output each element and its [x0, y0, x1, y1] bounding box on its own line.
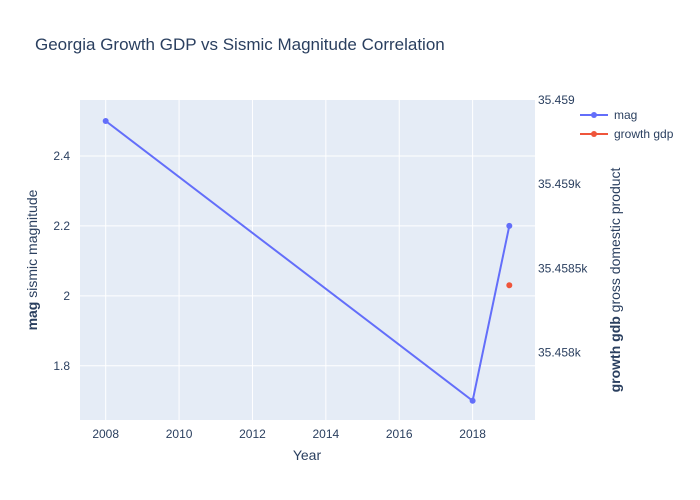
- y-axis-label-rest: sismic magnitude: [24, 189, 40, 301]
- x-tick-label: 2012: [239, 427, 266, 441]
- legend-swatch-marker: [591, 131, 597, 137]
- y2-axis-ticks: 35.458k 35.4585k 35.459k 35.459: [538, 93, 588, 360]
- y-tick-label: 2.4: [53, 149, 70, 163]
- y-axis-label-bold: mag: [24, 302, 40, 331]
- legend-label: mag: [614, 108, 637, 122]
- y2-axis-label: growth gdb gross domestic product: [607, 167, 623, 392]
- data-point-mag: [506, 222, 513, 229]
- x-axis-label: Year: [293, 447, 322, 463]
- x-tick-label: 2018: [459, 427, 486, 441]
- data-point-mag: [469, 397, 476, 404]
- chart-title: Georgia Growth GDP vs Sismic Magnitude C…: [35, 35, 445, 54]
- legend-item-mag[interactable]: mag: [580, 108, 637, 122]
- grid: [80, 100, 535, 420]
- x-tick-label: 2010: [166, 427, 193, 441]
- legend[interactable]: mag growth gdp: [580, 108, 674, 141]
- x-tick-label: 2008: [92, 427, 119, 441]
- data-point-growth-gdp: [506, 282, 513, 289]
- y-axis-label: mag sismic magnitude: [24, 189, 40, 330]
- y2-axis-label-rest: gross domestic product: [607, 167, 623, 316]
- y-axis-ticks: 1.8 2 2.2 2.4: [53, 149, 70, 373]
- y2-tick-label: 35.4585k: [538, 261, 588, 275]
- series-layer: [102, 117, 513, 404]
- legend-item-growth-gdp[interactable]: growth gdp: [580, 127, 674, 141]
- y2-tick-label: 35.458k: [538, 346, 582, 360]
- x-tick-label: 2016: [386, 427, 413, 441]
- legend-label: growth gdp: [614, 127, 674, 141]
- y2-tick-label: 35.459: [538, 93, 575, 107]
- y2-tick-label: 35.459k: [538, 177, 582, 191]
- y-tick-label: 2: [63, 289, 70, 303]
- plot-area: [80, 100, 535, 420]
- x-tick-label: 2014: [312, 427, 339, 441]
- y2-axis-label-bold: growth gdb: [607, 316, 623, 392]
- x-axis-ticks: 2008 2010 2012 2014 2016 2018: [92, 427, 486, 441]
- y-tick-label: 2.2: [53, 219, 70, 233]
- legend-swatch-marker: [591, 112, 597, 118]
- data-point-mag: [102, 117, 109, 124]
- y-tick-label: 1.8: [53, 359, 70, 373]
